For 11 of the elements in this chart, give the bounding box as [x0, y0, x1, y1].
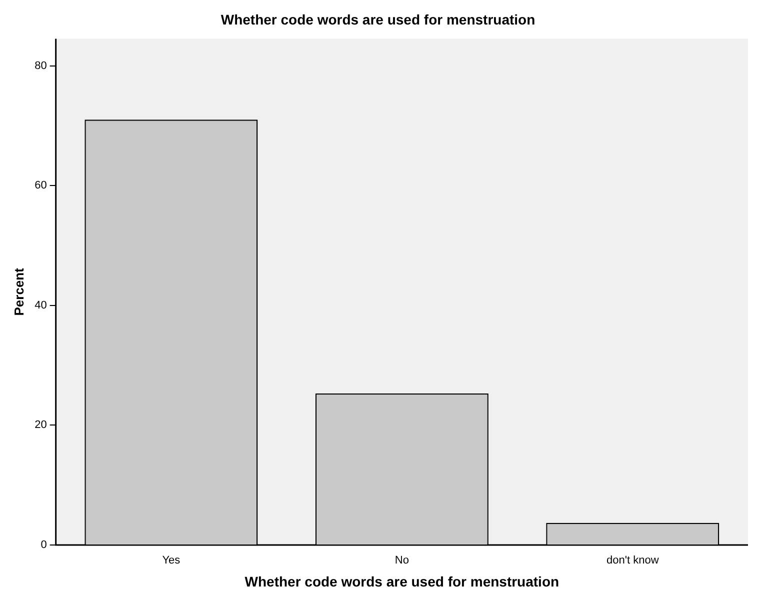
x-tick-label: Yes: [162, 554, 181, 567]
x-axis-title: Whether code words are used for menstruation: [244, 573, 560, 590]
x-tick-label: No: [394, 554, 409, 567]
y-tick-label: 40: [34, 299, 47, 312]
x-tick-label: don't know: [606, 554, 659, 567]
chart-title: Whether code words are used for menstruation: [220, 11, 536, 28]
y-tick-label: 80: [34, 60, 47, 72]
y-tick-label: 60: [34, 180, 47, 192]
y-axis-title: Percent: [11, 267, 26, 316]
y-tick-label: 20: [34, 419, 47, 432]
y-tick-label: 0: [40, 539, 47, 552]
